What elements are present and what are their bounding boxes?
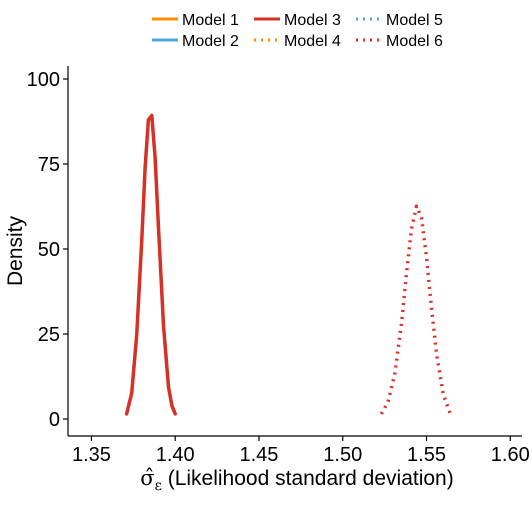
plot-area: 1.35 1.40 1.45 1.50 1.55 1.60 0 25 50 75 100: [27, 66, 530, 466]
y-axis-title: Density: [4, 215, 27, 286]
legend-label: Model 6: [386, 33, 443, 50]
legend-label: Model 5: [386, 12, 443, 29]
y-tick-label: 50: [38, 239, 60, 261]
y-ticks: 0 25 50 75 100: [27, 69, 68, 431]
x-tick-label: 1.50: [323, 444, 362, 466]
x-axis-title: σ̂ε (Likelihood standard deviation): [140, 466, 453, 494]
x-tick-label: 1.45: [240, 444, 279, 466]
series-line-model-6: [379, 204, 452, 415]
x-tick-label: 1.40: [156, 444, 195, 466]
x-tick-label: 1.60: [491, 444, 530, 466]
x-ticks: 1.35 1.40 1.45 1.50 1.55 1.60: [72, 436, 530, 466]
legend-label: Model 3: [284, 12, 341, 29]
x-axis-title-symbol: σ̂: [140, 466, 154, 490]
x-axis-title-text: (Likelihood standard deviation): [162, 467, 454, 490]
legend: Model 1 Model 3 Model 5 Model 2 Model 4 Model…: [152, 12, 443, 50]
y-tick-label: 75: [38, 154, 60, 176]
x-tick-label: 1.35: [72, 444, 111, 466]
series-line-model-3: [124, 113, 177, 416]
legend-label: Model 2: [182, 33, 239, 50]
legend-label: Model 4: [284, 33, 341, 50]
legend-label: Model 1: [182, 12, 239, 29]
series-group: [124, 113, 452, 416]
y-tick-label: 100: [27, 69, 60, 91]
x-tick-label: 1.55: [407, 444, 446, 466]
y-tick-label: 25: [38, 324, 60, 346]
x-axis-title-subscript: ε: [155, 478, 162, 494]
y-tick-label: 0: [49, 409, 60, 431]
